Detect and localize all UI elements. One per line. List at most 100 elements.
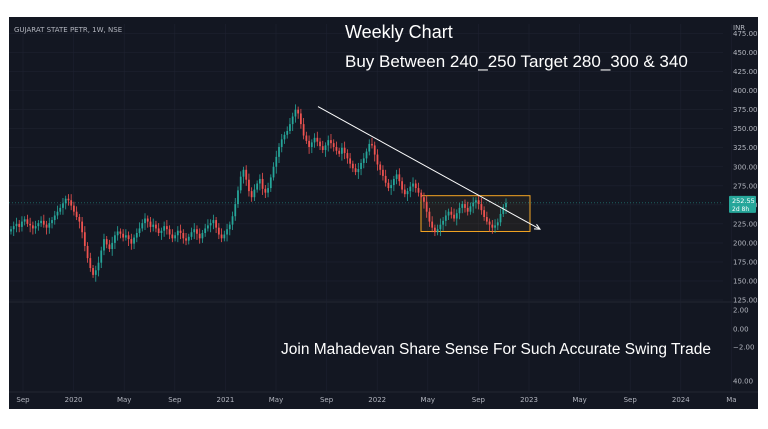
candle-body (10, 229, 12, 232)
candle-body (12, 226, 15, 230)
candle-body (97, 262, 100, 271)
candle-body (464, 204, 466, 208)
candle-body (475, 200, 477, 203)
price-tick-label: 150.00 (733, 277, 758, 285)
time-tick-label: 2020 (65, 396, 83, 404)
candle-body (190, 232, 193, 237)
time-tick-label: 2024 (672, 396, 690, 404)
candle-body (258, 178, 261, 184)
candle-body (439, 224, 442, 230)
candle-body (491, 224, 494, 228)
candle-body (485, 217, 488, 222)
candle-body (414, 183, 417, 189)
price-tick-label: 200.00 (733, 239, 758, 247)
price-tick-label: 425.00 (733, 68, 758, 76)
candle-body (48, 223, 51, 228)
candle-body (228, 224, 231, 230)
candle-body (160, 230, 163, 233)
candle-body (92, 268, 94, 275)
candle-body (406, 191, 409, 195)
candle-body (149, 221, 152, 227)
candle-body (111, 242, 114, 249)
candle-body (401, 181, 403, 190)
candle-body (45, 224, 48, 228)
candle-body (261, 178, 264, 189)
candle-body (316, 137, 319, 142)
candle-body (302, 124, 305, 136)
candle-body (330, 140, 332, 144)
candle-body (31, 225, 34, 229)
candle-body (29, 223, 32, 226)
time-tick-label: May (117, 396, 131, 404)
candle-body (294, 109, 297, 117)
candle-body (144, 218, 146, 224)
candle-body (338, 150, 341, 154)
candle-body (70, 200, 73, 206)
bar-countdown: 2d 8h (732, 206, 749, 213)
trendline[interactable] (317, 106, 541, 230)
candle-body (373, 145, 376, 155)
candle-body (357, 169, 360, 173)
candle-body (100, 250, 103, 263)
candle-body (499, 213, 502, 223)
candle-body (496, 222, 499, 226)
candle-body (212, 220, 215, 224)
chart-subtitle: Buy Between 240_250 Target 280_300 & 340 (345, 52, 688, 71)
time-tick-label: 2021 (216, 396, 234, 404)
candle-body (26, 219, 29, 224)
candle-body (300, 113, 302, 125)
candle-body (368, 143, 371, 152)
candle-body (423, 197, 425, 202)
candle-body (379, 164, 382, 170)
candle-body (335, 146, 338, 151)
candle-body (185, 238, 187, 241)
candle-body (42, 220, 45, 225)
candle-body (444, 215, 447, 221)
grid-layer (9, 24, 758, 393)
candle-body (127, 235, 130, 240)
candle-body (201, 232, 204, 239)
trendline-layer (317, 106, 542, 230)
candle-body (187, 236, 190, 241)
candle-body (223, 234, 226, 239)
indicator-tick-label: 40.00 (733, 378, 753, 386)
candle-body (130, 239, 133, 244)
candle-body (458, 207, 461, 214)
candle-body (505, 202, 507, 208)
candle-body (291, 116, 294, 125)
candles-layer (10, 104, 507, 282)
candle-body (209, 223, 212, 226)
candle-body (341, 147, 343, 154)
price-tick-label: 275.00 (733, 182, 758, 190)
price-tick-label: 175.00 (733, 258, 758, 266)
candle-body (124, 235, 127, 238)
candle-body (122, 233, 125, 238)
candle-body (319, 141, 321, 147)
candlestick-chart[interactable]: 475.00 450.00 425.00 400.00 375.00 350.00 325.… (9, 17, 758, 409)
time-tick-label: Sep (472, 396, 486, 404)
candle-body (365, 151, 368, 159)
candle-body (360, 162, 362, 170)
candle-body (59, 207, 62, 212)
candle-body (198, 233, 201, 239)
candle-body (141, 223, 144, 229)
candle-body (280, 139, 283, 147)
candle-body (417, 188, 420, 193)
price-tick-label: 375.00 (733, 106, 758, 114)
candle-body (196, 229, 198, 234)
candle-body (114, 235, 116, 243)
candle-body (502, 207, 505, 214)
candle-body (53, 215, 56, 221)
candle-body (204, 228, 207, 233)
candle-body (384, 175, 387, 183)
candle-body (133, 237, 135, 244)
candle-body (239, 176, 242, 191)
candle-body (403, 189, 406, 195)
candle-body (395, 174, 398, 179)
time-tick-label: 2023 (520, 396, 538, 404)
candle-body (179, 230, 182, 233)
candle-body (272, 166, 275, 178)
candle-body (108, 244, 111, 249)
candle-body (73, 205, 75, 212)
candle-body (171, 234, 174, 239)
